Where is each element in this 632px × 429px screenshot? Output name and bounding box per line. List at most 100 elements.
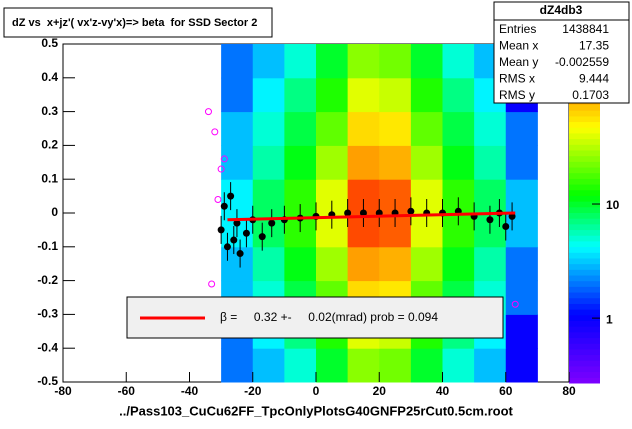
heatmap-cell [252, 348, 285, 383]
outlier-point [204, 108, 212, 116]
outlier-point [217, 165, 225, 173]
heatmap-cell [505, 111, 538, 146]
stats-label: RMS x [499, 72, 535, 86]
color-bar-step [569, 292, 600, 299]
heatmap-cell [347, 348, 380, 383]
profile-point [502, 223, 510, 231]
heatmap-cell [505, 314, 538, 349]
color-bar-step [569, 377, 600, 384]
stats-value: 1438841 [562, 22, 609, 36]
profile-point [236, 250, 244, 258]
stats-value: 17.35 [579, 39, 609, 53]
heatmap-cell [379, 111, 412, 146]
color-bar-step [569, 184, 600, 191]
color-bar-step [569, 280, 600, 287]
color-bar-step [569, 314, 600, 321]
color-bar-step [569, 286, 600, 293]
heatmap-cell [379, 246, 412, 282]
x-tick-label: -60 [118, 384, 136, 398]
profile-point [220, 202, 228, 210]
color-bar-step [569, 110, 600, 117]
color-bar-step [569, 149, 600, 157]
stats-box: dZ4db3 Entries 1438841 Mean x 17.35 Mean y -0… [493, 1, 630, 104]
color-bar-step [569, 132, 600, 140]
stats-value: -0.002559 [555, 55, 609, 69]
heatmap-cell [505, 179, 538, 214]
heatmap-cell [474, 348, 507, 383]
color-bar-step [569, 297, 600, 304]
fit-line [227, 211, 516, 222]
heatmap-cell [442, 246, 475, 282]
x-axis-label: ../Pass103_CuCu62FF_TpcOnlyPlotsG40GNFP2… [119, 403, 513, 418]
heatmap-cell [410, 44, 443, 79]
stats-title: dZ4db3 [540, 3, 583, 17]
color-bar-step [569, 121, 600, 128]
stats-label: Mean x [499, 39, 538, 53]
color-bar-step [569, 360, 600, 367]
color-bar-step [569, 161, 600, 168]
chart-title: dZ vs x+jz'( vx'z-vy'x)=> beta for SSD S… [12, 17, 257, 29]
x-tick-label: -20 [244, 384, 262, 398]
heatmap-cell [221, 145, 254, 180]
heatmap-cell [410, 111, 443, 146]
profile-point [242, 229, 250, 237]
heatmap-cell [474, 246, 507, 282]
heatmap-cell [221, 111, 254, 146]
heatmap-cell [379, 77, 412, 113]
heatmap-cell [252, 77, 285, 113]
heatmap-cell [284, 44, 317, 79]
heatmap-cell [316, 44, 349, 79]
heatmap-cell [316, 77, 349, 113]
y-tick-label: 0.2 [41, 138, 58, 152]
color-bar-step [569, 138, 600, 145]
heatmap-cell [379, 44, 412, 79]
color-bar-step [569, 263, 600, 270]
heatmap-cell [410, 246, 443, 282]
y-tick-label: -0.2 [37, 273, 58, 287]
heatmap-cell [316, 111, 349, 146]
y-tick-label: 0.1 [41, 171, 58, 185]
color-bar-step [569, 252, 600, 259]
y-tick-label: -0.1 [37, 239, 58, 253]
color-bar-step [569, 320, 600, 327]
axes: -80 -60 -40 -20 0 20 40 60 80 -0.5 -0.4 -0.3 -0.2 -0.… [37, 36, 576, 398]
heatmap-cell [410, 348, 443, 383]
color-bar-step [569, 206, 600, 213]
heatmap-cell [316, 145, 349, 180]
profile-point [359, 209, 367, 217]
color-bar-step [569, 269, 600, 276]
profile-point [233, 219, 241, 227]
heatmap-cell [347, 145, 380, 180]
markers [204, 108, 519, 308]
legend-label: β = 0.32 +- 0.02(mrad) prob = 0.094 [220, 310, 438, 324]
x-tick-label: 20 [373, 384, 387, 398]
heatmap-cell [347, 44, 380, 79]
color-bar-step [569, 337, 600, 344]
heatmap-cell [379, 145, 412, 180]
heatmap-cell [221, 77, 254, 113]
profile-point [223, 243, 231, 251]
x-tick-label: 40 [436, 384, 450, 398]
color-bar-step [569, 172, 600, 179]
outlier-point [208, 280, 216, 288]
y-tick-label: 0 [51, 205, 58, 219]
heatmap-cell [284, 348, 317, 383]
heatmap-cell [442, 44, 475, 79]
color-bar-step [569, 189, 600, 196]
y-tick-label: 0.3 [41, 104, 58, 118]
color-bar-step [569, 343, 600, 350]
color-bar-step [569, 326, 600, 333]
heatmap-cell [442, 111, 475, 146]
color-bar-step [569, 155, 600, 162]
heatmap-cell [505, 246, 538, 282]
color-bar-step [569, 115, 600, 123]
heatmap-cell [505, 145, 538, 180]
heatmap-cell [284, 145, 317, 180]
stats-value: 0.1703 [572, 88, 609, 102]
x-tick-label: 60 [499, 384, 513, 398]
x-tick-label: -40 [181, 384, 199, 398]
z-tick-label: 10 [606, 198, 620, 212]
color-bar-step [569, 229, 600, 236]
heatmap-cell [284, 111, 317, 146]
